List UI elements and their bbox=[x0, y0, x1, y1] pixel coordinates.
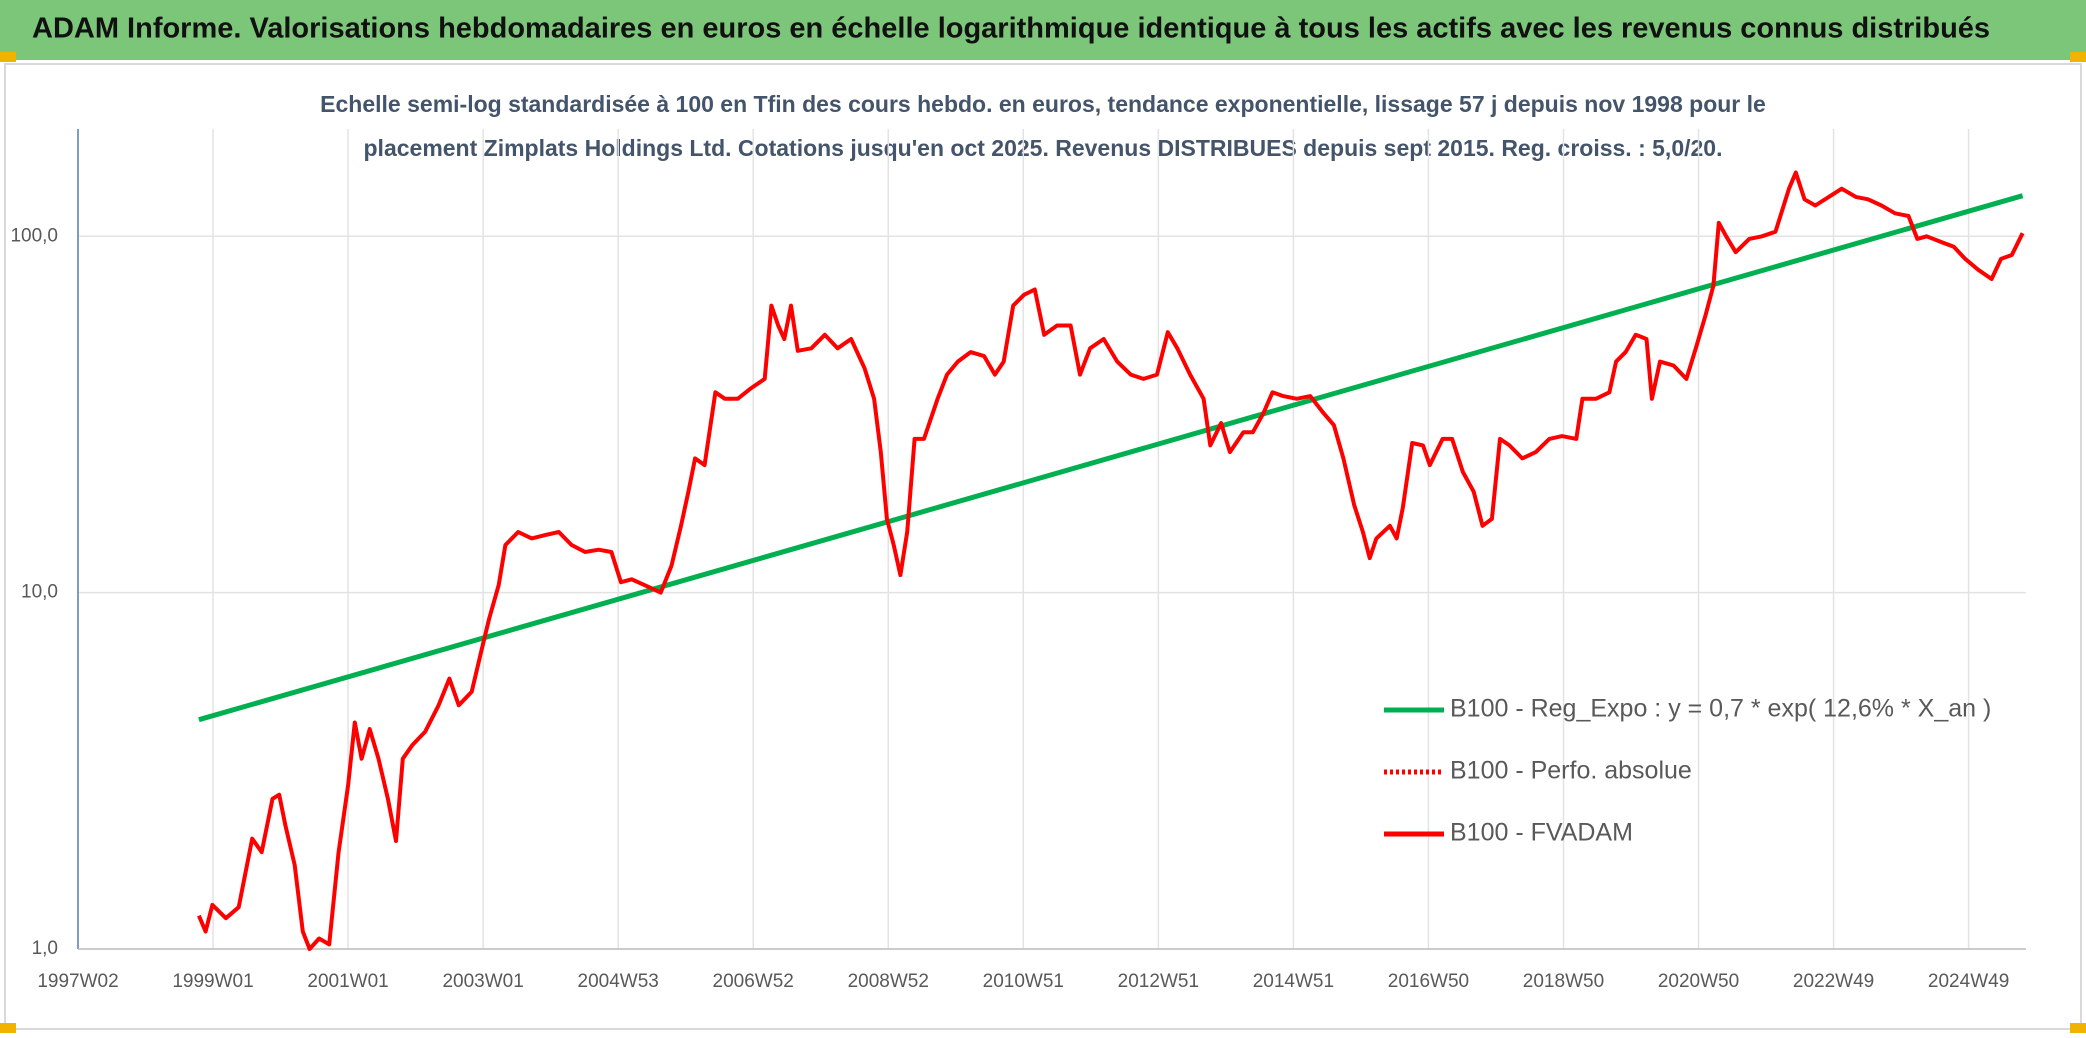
x-tick-label: 2020W50 bbox=[1658, 971, 1739, 992]
x-tick-label: 2016W50 bbox=[1388, 971, 1469, 992]
x-tick-label: 2004W53 bbox=[578, 971, 659, 992]
legend-label: B100 - Reg_Expo : y = 0,7 * exp( 12,6% *… bbox=[1450, 695, 1991, 723]
x-tick-label: 2008W52 bbox=[848, 971, 929, 992]
chart-frame bbox=[4, 63, 2082, 1030]
x-tick-label: 2003W01 bbox=[442, 971, 523, 992]
x-tick-label: 2006W52 bbox=[713, 971, 794, 992]
chart-title: Echelle semi-log standardisée à 100 en T… bbox=[320, 91, 1766, 117]
corner bbox=[2070, 1023, 2086, 1033]
x-tick-label: 2014W51 bbox=[1253, 971, 1334, 992]
series-line bbox=[197, 170, 2025, 951]
x-tick-label: 2022W49 bbox=[1793, 971, 1874, 992]
y-tick-label: 10,0 bbox=[21, 582, 58, 603]
header-title: ADAM Informe. Valorisations hebdomadaire… bbox=[32, 13, 1990, 45]
corner bbox=[2070, 52, 2086, 62]
x-tick-label: 1997W02 bbox=[37, 971, 118, 992]
chart-title: placement Zimplats Holdings Ltd. Cotatio… bbox=[364, 135, 1723, 161]
header-bar bbox=[0, 0, 2086, 60]
y-tick-label: 100,0 bbox=[10, 225, 58, 246]
series-line bbox=[198, 193, 2024, 723]
x-tick-label: 1999W01 bbox=[172, 971, 253, 992]
corner bbox=[0, 1023, 16, 1033]
legend-label: B100 - FVADAM bbox=[1450, 819, 1633, 847]
x-tick-label: 2010W51 bbox=[983, 971, 1064, 992]
x-tick-label: 2001W01 bbox=[307, 971, 388, 992]
y-tick-label: 1,0 bbox=[32, 938, 58, 959]
legend-label: B100 - Perfo. absolue bbox=[1450, 757, 1692, 785]
corner bbox=[0, 52, 16, 62]
x-tick-label: 2018W50 bbox=[1523, 971, 1604, 992]
x-tick-label: 2024W49 bbox=[1928, 971, 2009, 992]
x-tick-label: 2012W51 bbox=[1118, 971, 1199, 992]
